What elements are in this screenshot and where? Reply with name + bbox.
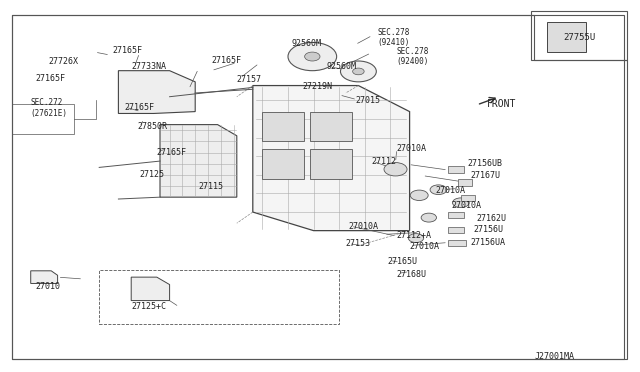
Text: 27010A: 27010A	[435, 186, 465, 195]
Text: 27153: 27153	[346, 239, 371, 248]
Bar	[310, 149, 352, 179]
Text: 27755U: 27755U	[563, 33, 595, 42]
Text: 27167U: 27167U	[470, 171, 500, 180]
Text: 27726X: 27726X	[48, 57, 78, 66]
Text: 27165F: 27165F	[211, 56, 241, 65]
Text: 27165F: 27165F	[35, 74, 65, 83]
Text: 27156UB: 27156UB	[467, 159, 502, 168]
Text: FRONT: FRONT	[486, 99, 516, 109]
Text: 27165F: 27165F	[157, 148, 187, 157]
Bar	[448, 240, 466, 246]
Text: 27165F: 27165F	[125, 103, 155, 112]
Circle shape	[288, 42, 337, 71]
Text: 27010: 27010	[35, 282, 60, 291]
Text: 27125+C: 27125+C	[131, 302, 166, 311]
Bar	[262, 149, 304, 179]
Polygon shape	[118, 71, 195, 113]
Polygon shape	[31, 271, 58, 283]
Circle shape	[430, 185, 447, 195]
Text: 92560M: 92560M	[291, 39, 321, 48]
Polygon shape	[131, 277, 170, 301]
Circle shape	[410, 190, 428, 201]
Bar	[262, 112, 304, 141]
Text: SEC.278
(92400): SEC.278 (92400)	[397, 47, 429, 66]
Bar	[310, 112, 352, 141]
Bar	[458, 179, 472, 186]
Circle shape	[340, 61, 376, 82]
Text: 92560M: 92560M	[326, 62, 356, 71]
Text: J27001MA: J27001MA	[534, 352, 575, 361]
Text: 27125: 27125	[140, 170, 164, 179]
Text: 27156UA: 27156UA	[470, 238, 506, 247]
Circle shape	[353, 68, 364, 75]
Bar	[448, 227, 464, 232]
Text: 27168U: 27168U	[397, 270, 427, 279]
Bar	[461, 195, 475, 201]
Polygon shape	[160, 125, 237, 197]
Text: 27010A: 27010A	[397, 144, 427, 153]
Circle shape	[408, 234, 424, 243]
Bar	[448, 166, 464, 173]
Text: 27219N: 27219N	[302, 82, 332, 91]
Bar	[448, 212, 464, 218]
Text: 27157: 27157	[237, 76, 262, 84]
Text: 27115: 27115	[198, 182, 223, 190]
Polygon shape	[253, 86, 410, 231]
Text: SEC.278
(92410): SEC.278 (92410)	[378, 28, 410, 47]
Text: 27162U: 27162U	[477, 214, 507, 223]
Text: 27015: 27015	[355, 96, 380, 105]
Text: 27112: 27112	[371, 157, 396, 166]
Text: SEC.272
(27621E): SEC.272 (27621E)	[31, 98, 68, 118]
Circle shape	[305, 52, 320, 61]
Text: 27010A: 27010A	[349, 222, 379, 231]
Text: 27010A: 27010A	[451, 201, 481, 210]
Text: 27165U: 27165U	[387, 257, 417, 266]
Text: 27156U: 27156U	[474, 225, 504, 234]
Text: 27850R: 27850R	[138, 122, 168, 131]
Text: 27733NA: 27733NA	[131, 62, 166, 71]
Circle shape	[384, 163, 407, 176]
Circle shape	[421, 213, 436, 222]
Text: 27112+A: 27112+A	[397, 231, 432, 240]
Text: 27010A: 27010A	[410, 242, 440, 251]
Circle shape	[452, 198, 469, 208]
Text: 27165F: 27165F	[112, 46, 142, 55]
Bar	[547, 22, 586, 52]
